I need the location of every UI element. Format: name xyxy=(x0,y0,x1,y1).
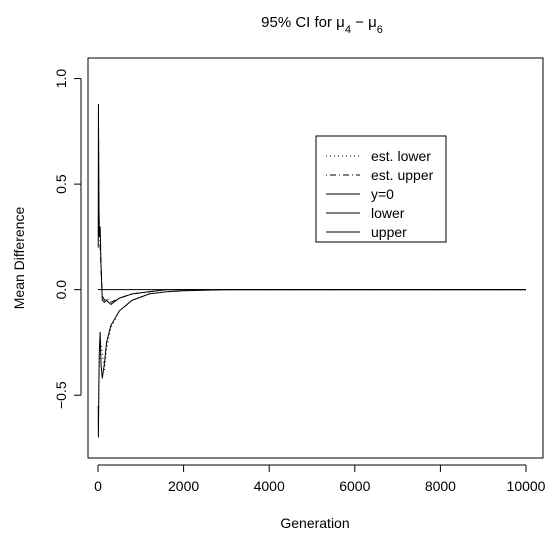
x-tick-label: 4000 xyxy=(254,478,285,494)
plot-frame xyxy=(87,57,544,459)
legend-label: est. lower xyxy=(371,148,431,164)
title-prefix: 95% CI for xyxy=(261,14,336,31)
legend-label: y=0 xyxy=(371,186,394,202)
x-tick-label: 8000 xyxy=(425,478,456,494)
series-line-lower xyxy=(97,289,526,438)
legend-label: lower xyxy=(371,205,405,221)
x-tick-label: 10000 xyxy=(507,478,546,494)
series-line-upper xyxy=(97,103,526,306)
y-tick-label: 0.0 xyxy=(53,280,69,300)
y-tick-label: 1.0 xyxy=(53,69,69,89)
x-axis: 0 2000 4000 6000 8000 10000 xyxy=(94,464,546,494)
x-tick-label: 0 xyxy=(94,478,102,494)
y-tick-label: −0.5 xyxy=(53,381,69,409)
title-subscript-6: 6 xyxy=(377,24,383,36)
x-tick-label: 6000 xyxy=(339,478,370,494)
title-mu-4: μ xyxy=(336,14,345,31)
series-line-est-lower xyxy=(97,289,526,427)
series-group xyxy=(97,103,526,438)
legend-box xyxy=(315,135,447,243)
title-subscript-4: 4 xyxy=(345,24,351,36)
chart-title: 95% CI for μ4 − μ6 xyxy=(261,14,383,36)
y-tick-label: 0.5 xyxy=(53,174,69,194)
title-mu-6: μ xyxy=(368,14,377,31)
x-axis-label: Generation xyxy=(280,515,349,531)
series-line-est-upper xyxy=(97,110,526,303)
y-axis-label: Mean Difference xyxy=(11,207,27,310)
legend-label: upper xyxy=(371,224,407,240)
x-tick-label: 2000 xyxy=(168,478,199,494)
legend-label: est. upper xyxy=(371,167,434,183)
legend: est. lower est. upper y=0 lower upper xyxy=(315,135,447,243)
y-axis: −0.5 0.0 0.5 1.0 xyxy=(53,69,82,409)
title-minus: − xyxy=(351,14,368,31)
